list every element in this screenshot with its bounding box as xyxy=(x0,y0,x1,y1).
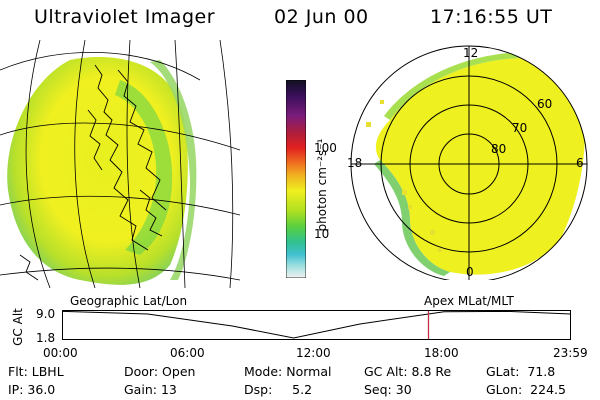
polar-ring-60: 60 xyxy=(537,97,553,111)
timeline-xtick-0000: 00:00 xyxy=(43,346,78,360)
ip-value: 36.0 xyxy=(27,382,56,397)
seq-value: 30 xyxy=(395,382,412,397)
altitude-curve xyxy=(62,310,571,339)
colorbar-tick-100: 100 xyxy=(314,141,337,155)
timeline-xtick-2359: 23:59 xyxy=(553,346,588,360)
colorbar-tick-10: 10 xyxy=(314,227,330,241)
filter-field: Flt: LBHL xyxy=(8,364,64,379)
mode-value: Normal xyxy=(286,364,332,379)
timeline-xtick-1200: 12:00 xyxy=(296,346,331,360)
polar-ring-70: 70 xyxy=(512,121,528,135)
glat-value: 71.8 xyxy=(527,364,556,379)
orbit-altitude-timeline[interactable] xyxy=(62,310,572,342)
polar-label-6: 6 xyxy=(576,156,584,170)
filter-value: LBHL xyxy=(31,364,64,379)
apex-polar-plot[interactable] xyxy=(340,40,600,280)
dsp-field: Dsp: 5.2 xyxy=(244,382,313,397)
timeline-left-label: Geographic Lat/Lon xyxy=(70,294,188,308)
door-field: Door: Open xyxy=(124,364,196,379)
polar-ring-80: 80 xyxy=(491,142,507,156)
door-value: Open xyxy=(162,364,196,379)
geographic-auroral-image[interactable] xyxy=(0,40,240,288)
gain-field: Gain: 13 xyxy=(124,382,177,397)
intensity-color-scale xyxy=(286,80,306,278)
gain-value: 13 xyxy=(160,382,177,397)
gc-alt-field: GC Alt: 8.8 Re xyxy=(364,364,452,379)
glat-field: GLat: 71.8 xyxy=(486,364,556,379)
seq-field: Seq: 30 xyxy=(364,382,412,397)
timeline-xtick-1800: 18:00 xyxy=(424,346,459,360)
image-time: 17:16:55 UT xyxy=(430,6,553,28)
image-date: 02 Jun 00 xyxy=(274,6,369,28)
dsp-value: 5.2 xyxy=(292,382,313,397)
polar-auroral-emission xyxy=(375,58,585,275)
instrument-title: Ultraviolet Imager xyxy=(34,6,216,28)
mode-field: Mode: Normal xyxy=(244,364,332,379)
polar-emission-edge xyxy=(374,160,450,276)
polar-label-12: 12 xyxy=(463,46,479,60)
timeline-ytick-min: 1.8 xyxy=(36,331,56,345)
polar-label-18: 18 xyxy=(347,156,363,170)
timeline-axis-label: GC Alt xyxy=(11,308,25,346)
polar-label-0: 0 xyxy=(466,265,474,279)
lat-lon-grid xyxy=(0,40,240,288)
coastline-outline xyxy=(19,64,167,281)
colorbar-unit-label: photon cm⁻²s⁻¹ xyxy=(315,138,329,232)
timeline-xtick-0600: 06:00 xyxy=(170,346,205,360)
timeline-right-label: Apex MLat/MLT xyxy=(424,294,514,308)
glon-field: GLon: 224.5 xyxy=(486,382,566,397)
limb-emission xyxy=(150,60,197,280)
polar-speckle xyxy=(366,100,442,252)
polar-grid xyxy=(350,45,588,280)
polar-emission-outer xyxy=(384,52,522,120)
ip-field: IP: 36.0 xyxy=(8,382,56,397)
timeline-ytick-max: 9.0 xyxy=(36,307,56,321)
gc-alt-value: 8.8 Re xyxy=(411,364,452,379)
glon-value: 224.5 xyxy=(530,382,566,397)
auroral-oval-band xyxy=(115,80,173,255)
